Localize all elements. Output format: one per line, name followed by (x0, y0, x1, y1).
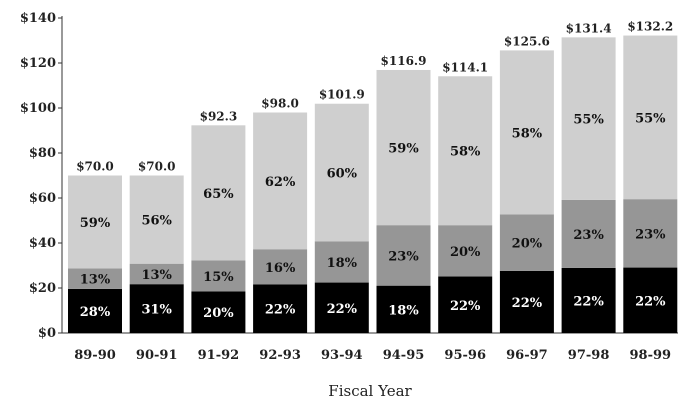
y-tick-label: $140 (20, 11, 56, 26)
bar-segment (438, 225, 493, 277)
segment-percent-label: 16% (265, 261, 296, 276)
bar-total-label: $131.4 (566, 21, 612, 35)
bar-segment (191, 260, 246, 292)
bar-segment (68, 175, 122, 269)
segment-percent-label: 20% (512, 237, 543, 252)
x-tick-label: 91-92 (198, 348, 240, 363)
bar-segment (499, 50, 554, 215)
bar-segment (68, 288, 122, 333)
bar-total-label: $70.0 (138, 160, 176, 174)
bar-total-label: $132.2 (627, 20, 673, 34)
segment-percent-label: 65% (203, 187, 234, 202)
y-tick-label: $80 (29, 146, 56, 161)
bar-segment (623, 267, 678, 333)
x-axis-label: Fiscal Year (328, 382, 412, 400)
segment-percent-label: 20% (450, 245, 481, 260)
segment-percent-label: 23% (388, 249, 419, 264)
segment-percent-label: 22% (327, 302, 358, 317)
bar-segment (253, 249, 308, 285)
x-tick-label: 95-96 (444, 348, 486, 363)
segment-percent-label: 58% (512, 126, 543, 141)
segment-percent-label: 31% (141, 303, 172, 318)
y-tick-label: $20 (29, 281, 56, 296)
segment-percent-label: 55% (573, 113, 604, 128)
bar-segment (191, 125, 246, 261)
x-tick-label: 89-90 (74, 348, 116, 363)
bar-segment (499, 214, 554, 271)
x-tick-label: 92-93 (259, 348, 301, 363)
bar-segment (438, 276, 493, 333)
segment-percent-label: 22% (573, 294, 604, 309)
x-tick-label: 96-97 (506, 348, 548, 363)
segment-percent-label: 59% (388, 142, 419, 157)
bar-total-label: $98.0 (261, 97, 299, 111)
segment-percent-label: 22% (635, 294, 666, 309)
y-tick-label: $40 (29, 236, 56, 251)
bar-segment (561, 267, 616, 333)
x-tick-label: 94-95 (383, 348, 425, 363)
segment-percent-label: 13% (80, 273, 111, 288)
segment-percent-label: 23% (635, 227, 666, 242)
bar-segment (314, 282, 369, 333)
bar-segment (438, 76, 493, 226)
x-tick-label: 93-94 (321, 348, 363, 363)
x-tick-label: 90-91 (136, 348, 178, 363)
segment-percent-label: 22% (512, 296, 543, 311)
bar-total-label: $101.9 (319, 88, 365, 102)
y-tick-label: $120 (20, 56, 56, 71)
bar-segment (129, 175, 184, 264)
segment-percent-label: 13% (141, 268, 172, 283)
bar-segment (623, 35, 678, 200)
segment-percent-label: 59% (80, 216, 111, 231)
bar-segment (314, 241, 369, 283)
bar-segment (129, 263, 184, 285)
segment-percent-label: 60% (327, 167, 358, 182)
bars: 28% 13% 59% $70.0 89-90 31% 13% 56% $70.0 90-91 20… (68, 20, 678, 363)
bar-total-label: $116.9 (381, 54, 427, 68)
x-tick-label: 98-99 (630, 348, 672, 363)
segment-percent-label: 56% (141, 214, 172, 229)
segment-percent-label: 58% (450, 145, 481, 160)
segment-percent-label: 23% (573, 228, 604, 243)
segment-percent-label: 18% (327, 256, 358, 271)
bar-segment (314, 103, 369, 242)
bar-segment (191, 291, 246, 333)
bar-total-label: $92.3 (200, 109, 238, 123)
bar-segment (561, 37, 616, 200)
segment-percent-label: 62% (265, 175, 296, 190)
bar-segment (499, 270, 554, 333)
bar-segment (376, 225, 431, 286)
bar-segment (376, 285, 431, 333)
bar-segment (623, 199, 678, 268)
bar-segment (68, 268, 122, 289)
bar-segment (253, 284, 308, 333)
bar-segment (376, 69, 431, 226)
segment-percent-label: 28% (80, 305, 111, 320)
segment-percent-label: 22% (265, 303, 296, 318)
bar-total-label: $70.0 (76, 160, 114, 174)
x-tick-label: 97-98 (568, 348, 610, 363)
bar-segment (253, 112, 308, 250)
segment-percent-label: 22% (450, 299, 481, 314)
y-tick-label: $60 (29, 191, 56, 206)
bar-total-label: $114.1 (442, 60, 488, 74)
segment-percent-label: 18% (388, 303, 419, 318)
y-tick-label: $0 (38, 326, 56, 341)
bar-segment (129, 284, 184, 333)
segment-percent-label: 15% (203, 270, 234, 285)
segment-percent-label: 20% (203, 306, 234, 321)
bar-total-label: $125.6 (504, 34, 550, 48)
bar-segment (561, 199, 616, 268)
segment-percent-label: 55% (635, 111, 666, 126)
y-tick-label: $100 (20, 101, 56, 116)
